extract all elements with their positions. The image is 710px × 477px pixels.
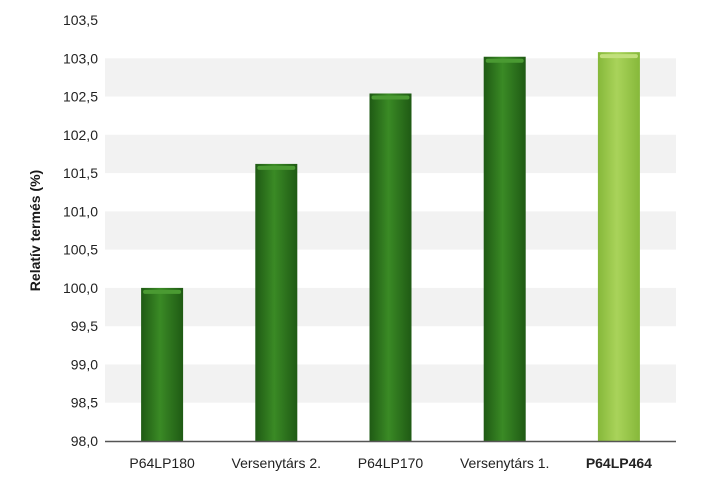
y-tick-label: 100,5	[63, 242, 98, 258]
bar-body	[597, 52, 640, 442]
y-tick-label: 103,5	[63, 12, 98, 28]
x-tick-label: Versenytárs 2.	[232, 455, 322, 471]
bar	[369, 93, 412, 441]
y-tick-label: 98,0	[71, 433, 98, 449]
grid-band	[105, 58, 676, 97]
bar-body	[255, 163, 298, 441]
bar-cap	[371, 95, 410, 100]
y-tick-label: 102,0	[63, 127, 98, 143]
bar	[141, 287, 184, 441]
x-tick-labels: P64LP180 Versenytárs 2. P64LP170 Versenytár…	[129, 455, 652, 471]
y-tick-label: 99,5	[71, 318, 98, 334]
bar	[597, 52, 640, 442]
bar-cap	[143, 289, 182, 294]
y-tick-label: 101,0	[63, 203, 98, 219]
y-tick-label: 102,5	[63, 89, 98, 105]
y-tick-label: 99,0	[71, 356, 98, 372]
bars	[141, 52, 640, 442]
y-tick-label: 103,0	[63, 50, 98, 66]
x-tick-label: P64LP464	[586, 455, 652, 471]
bar-cap	[599, 54, 638, 59]
y-tick-label: 100,0	[63, 280, 98, 296]
bar-body	[141, 287, 184, 441]
bar	[483, 56, 526, 441]
bar-cap	[257, 165, 296, 170]
y-tick-label: 101,5	[63, 165, 98, 181]
x-tick-label: Versenytárs 1.	[460, 455, 550, 471]
x-tick-label: P64LP180	[129, 455, 195, 471]
y-tick-labels: 98,0 98,5 99,0 99,5 100,0 100,5 101,0 101,5 102,…	[63, 12, 98, 449]
y-tick-label: 98,5	[71, 395, 98, 411]
bar-body	[483, 56, 526, 441]
bar-body	[369, 93, 412, 441]
bar	[255, 163, 298, 441]
y-axis-title: Relatív termés (%)	[27, 170, 43, 291]
bar-cap	[485, 58, 524, 63]
x-tick-label: P64LP170	[358, 455, 424, 471]
